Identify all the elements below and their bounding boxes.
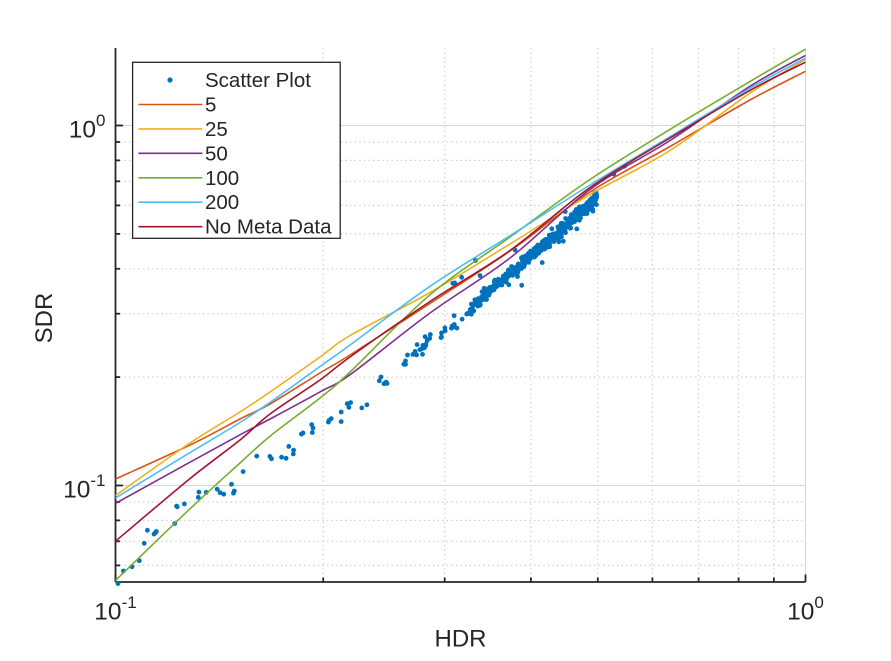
svg-text:200: 200 [205, 191, 239, 214]
svg-text:100: 100 [205, 167, 239, 190]
svg-text:HDR: HDR [435, 626, 487, 653]
svg-text:5: 5 [205, 94, 216, 117]
svg-text:No Meta Data: No Meta Data [205, 216, 332, 239]
svg-text:25: 25 [205, 118, 228, 141]
svg-text:SDR: SDR [31, 293, 58, 344]
svg-text:50: 50 [205, 142, 228, 165]
svg-text:Scatter Plot: Scatter Plot [205, 69, 311, 92]
